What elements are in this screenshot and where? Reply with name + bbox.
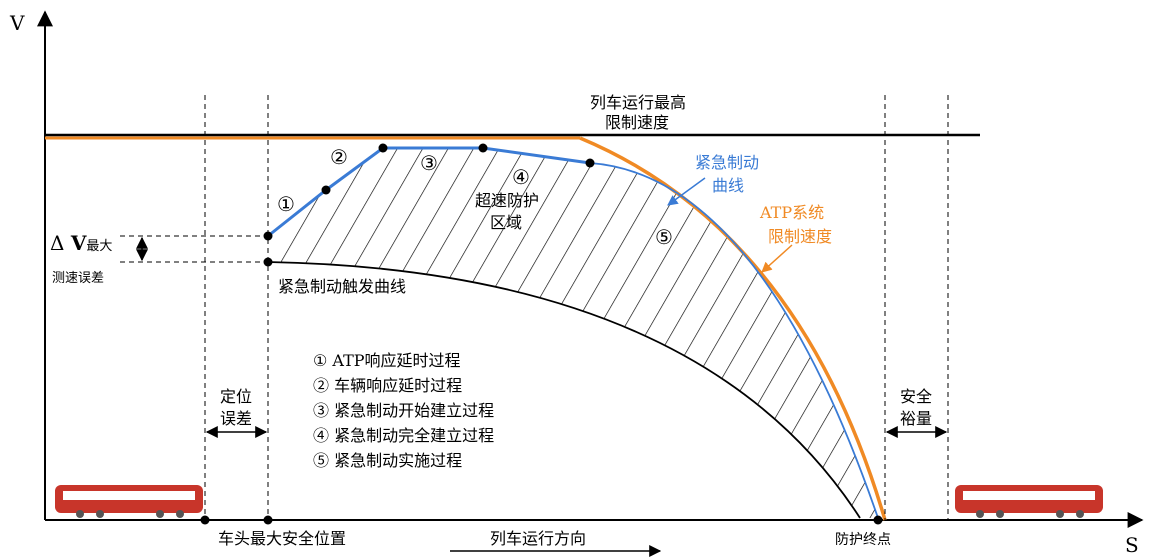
step-marker: ①	[277, 192, 295, 216]
step-marker: ②	[330, 145, 348, 169]
trigger-label: 紧急制动触发曲线	[278, 277, 406, 296]
step-marker: ④	[512, 165, 530, 189]
safety-margin-label: 安全	[900, 387, 932, 406]
atp-pointer	[761, 244, 793, 273]
points	[200, 143, 883, 525]
train-right	[955, 485, 1103, 518]
y-axis-label: V	[9, 11, 25, 35]
step-marker: ⑤	[655, 225, 673, 249]
position-error-label: 定位	[220, 387, 252, 406]
max-speed-label: 列车运行最高	[590, 93, 686, 112]
legend-item: ④ 紧急制动完全建立过程	[313, 426, 494, 445]
train-left	[55, 485, 203, 518]
atp-label: 限制速度	[768, 227, 832, 246]
direction-label: 列车运行方向	[490, 529, 586, 548]
max-speed-label: 限制速度	[605, 113, 669, 132]
delta: Δ	[50, 231, 64, 255]
subscript: 最大	[86, 239, 112, 254]
overspeed-label: 区域	[490, 213, 522, 232]
guides	[120, 95, 949, 520]
head-position-label: 车头最大安全位置	[218, 529, 346, 548]
emergency-label: 紧急制动	[695, 153, 759, 172]
overspeed-label: 超速防护	[475, 191, 539, 210]
speed-error-caption: 测速误差	[52, 271, 104, 286]
v: V	[70, 231, 87, 255]
position-error-label: 误差	[220, 409, 252, 428]
trigger-curve	[267, 261, 861, 519]
emergency-label: 曲线	[712, 176, 744, 195]
legend-item: ① ATP响应延时过程	[313, 351, 461, 370]
speed-error-label: Δ V最大	[50, 231, 112, 255]
legend-item: ③ 紧急制动开始建立过程	[313, 401, 494, 420]
legend-item: ② 车辆响应延时过程	[313, 376, 462, 395]
x-axis-label: S	[1125, 533, 1139, 557]
emergency-pointer	[667, 177, 706, 206]
emergency-curve-tail	[589, 162, 879, 519]
atp-limit-curve	[579, 136, 887, 521]
atp-label: ATP系统	[759, 203, 824, 222]
safety-margin-label: 裕量	[900, 409, 932, 428]
overspeed-region	[268, 148, 878, 518]
end-point-label: 防护终点	[835, 532, 891, 548]
legend-item: ⑤ 紧急制动实施过程	[313, 451, 462, 470]
step-marker: ③	[420, 151, 438, 175]
